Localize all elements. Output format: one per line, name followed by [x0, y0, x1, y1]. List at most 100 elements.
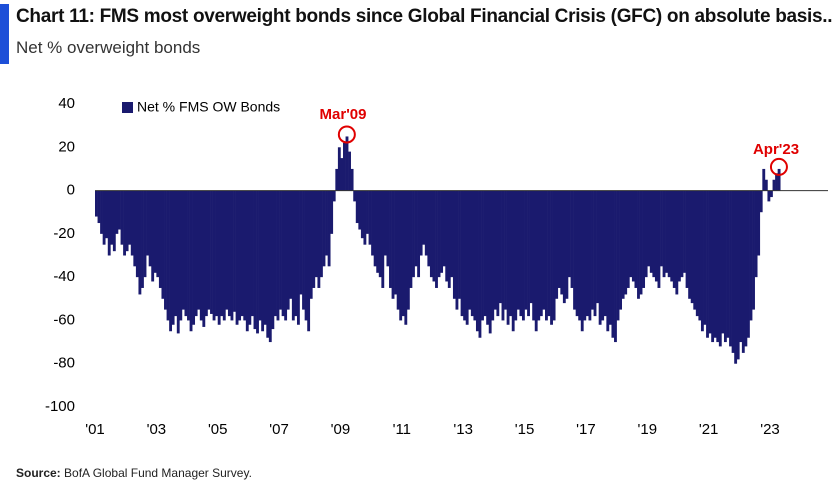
bar — [583, 190, 587, 321]
bar — [199, 190, 203, 321]
bar — [665, 190, 669, 273]
bar — [729, 190, 732, 347]
bar — [534, 190, 538, 332]
bar — [573, 190, 576, 310]
bar — [624, 190, 628, 295]
bar — [309, 190, 313, 299]
bar — [644, 190, 648, 278]
bar — [626, 190, 630, 288]
bar — [775, 173, 778, 191]
bar — [496, 190, 500, 317]
bar — [227, 190, 231, 317]
bar — [268, 190, 272, 343]
bar — [450, 190, 454, 278]
bar — [639, 190, 643, 295]
bar — [340, 158, 344, 191]
bar — [281, 190, 285, 317]
x-tick-label: '17 — [576, 421, 596, 438]
bar — [335, 168, 339, 191]
bar — [235, 190, 239, 325]
x-tick-label: '15 — [515, 421, 535, 438]
bar — [667, 190, 671, 278]
bar — [455, 190, 459, 310]
bar — [417, 190, 421, 278]
bar — [437, 190, 441, 278]
bar — [123, 190, 126, 256]
bar — [95, 190, 98, 217]
bar — [337, 147, 341, 191]
bar — [555, 190, 559, 299]
bar — [698, 190, 702, 321]
bar — [391, 190, 395, 299]
bar — [412, 190, 415, 278]
source-text: BofA Global Fund Manager Survey. — [64, 466, 252, 480]
bar — [312, 190, 316, 288]
bar — [345, 136, 349, 191]
bar — [575, 190, 579, 317]
bar — [322, 190, 326, 267]
bar — [721, 190, 725, 334]
bar — [202, 190, 206, 327]
y-tick-label: -20 — [53, 225, 75, 242]
bar — [465, 190, 469, 325]
bar — [207, 190, 211, 310]
bar — [463, 190, 467, 321]
bar — [120, 190, 124, 245]
bar — [539, 190, 543, 317]
bar — [703, 190, 707, 325]
bar — [700, 190, 704, 332]
bar — [307, 190, 311, 332]
chart-title: Chart 11: FMS most overweight bonds sinc… — [16, 6, 833, 27]
bar — [552, 190, 556, 321]
bar — [442, 190, 446, 267]
bar — [330, 190, 334, 234]
bar — [427, 190, 431, 267]
bar — [273, 190, 277, 317]
annotation-label: Mar'09 — [320, 106, 367, 123]
bar — [662, 190, 666, 278]
bar — [102, 190, 106, 245]
bar — [164, 190, 167, 310]
bar — [764, 179, 768, 191]
bar — [302, 190, 305, 310]
bar — [685, 190, 689, 288]
x-tick-label: '07 — [269, 421, 289, 438]
bar — [616, 190, 620, 321]
y-tick-label: 20 — [58, 138, 75, 155]
bar — [192, 190, 196, 325]
bar — [220, 190, 224, 317]
bar — [130, 190, 134, 256]
bar — [263, 190, 267, 325]
bar — [217, 190, 221, 325]
bar — [660, 190, 663, 267]
bar — [657, 190, 661, 288]
bar — [483, 190, 487, 317]
bar — [649, 190, 653, 273]
bar — [212, 190, 216, 321]
bar — [294, 190, 298, 317]
bar — [133, 190, 137, 267]
bar — [440, 190, 444, 273]
bar — [570, 190, 574, 288]
bar — [498, 190, 502, 304]
annotation-circle — [337, 125, 356, 144]
bar — [647, 190, 651, 267]
bar — [777, 168, 781, 191]
bar — [166, 190, 170, 321]
bar — [276, 190, 280, 321]
bar — [524, 190, 528, 310]
bar — [179, 190, 183, 321]
bar — [519, 190, 523, 317]
x-tick-label: '13 — [453, 421, 473, 438]
bar — [429, 190, 433, 278]
bar — [187, 190, 190, 321]
bar — [378, 190, 382, 278]
bar — [343, 142, 346, 191]
y-tick-label: 0 — [67, 182, 75, 199]
bar — [713, 190, 717, 338]
bar — [376, 190, 380, 273]
bar — [693, 190, 697, 310]
bar — [749, 190, 753, 321]
bar — [210, 190, 213, 314]
bar — [325, 190, 328, 256]
